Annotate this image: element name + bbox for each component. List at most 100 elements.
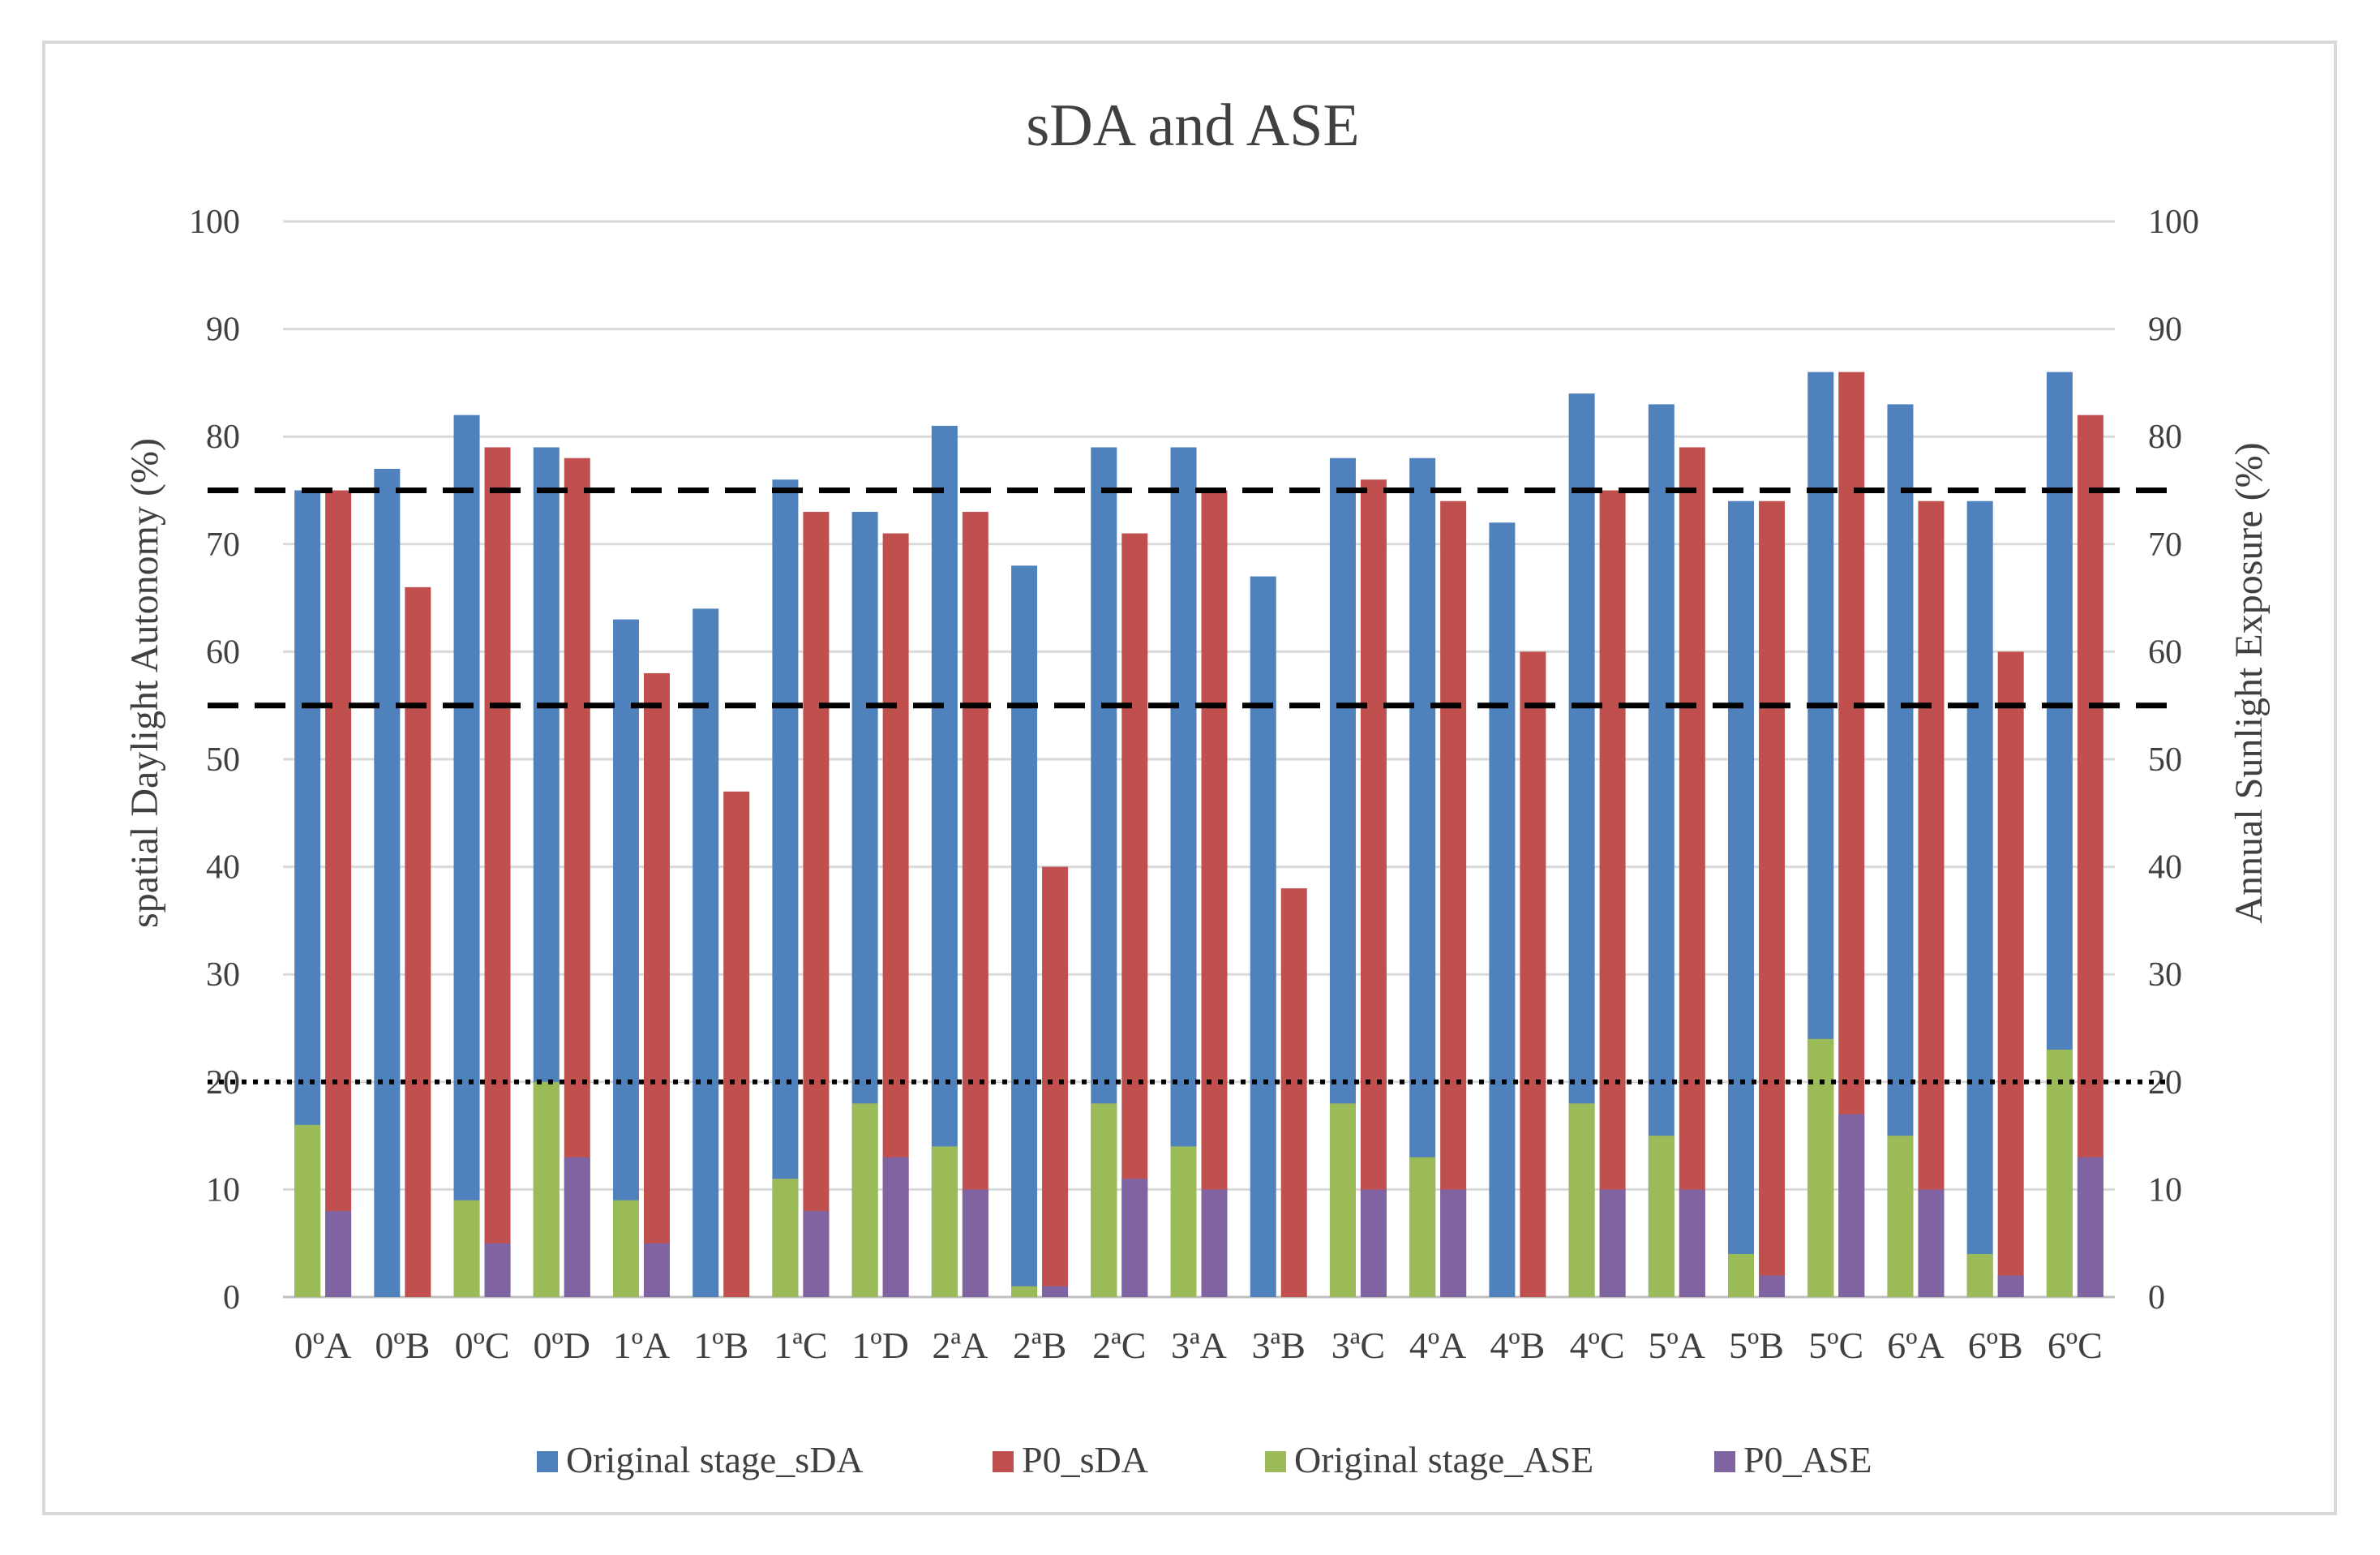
bar-p0-sda-6 xyxy=(803,512,830,1297)
y-tick-label-left: 80 xyxy=(206,419,240,456)
x-tick-label: 1ªC xyxy=(774,1325,827,1366)
bar-original-stage-sda-18 xyxy=(1728,500,1755,1297)
x-tick-label: 4ºB xyxy=(1490,1325,1545,1366)
y-axis-title-right: Annual Sunlight Exposure (%) xyxy=(2228,442,2271,923)
bar-p0-sda-1 xyxy=(405,586,431,1297)
bar-p0-sda-10 xyxy=(1121,533,1148,1297)
bar-p0-sda-2 xyxy=(484,447,511,1297)
bar-original-stage-sda-4 xyxy=(612,619,639,1297)
bar-original-stage-sda-5 xyxy=(693,608,719,1297)
bar-original-stage-ase-8 xyxy=(931,1146,958,1297)
x-tick-label: 3ªA xyxy=(1171,1325,1227,1366)
bar-p0-sda-21 xyxy=(1997,651,2024,1297)
bar-p0-sda-14 xyxy=(1440,500,1467,1297)
bar-original-stage-ase-20 xyxy=(1887,1136,1914,1297)
bar-original-stage-ase-14 xyxy=(1409,1157,1436,1297)
bar-p0-sda-0 xyxy=(325,490,352,1297)
x-tick-label: 0ºD xyxy=(534,1325,590,1366)
bar-p0-sda-11 xyxy=(1201,490,1228,1297)
bar-original-stage-sda-12 xyxy=(1250,576,1276,1297)
y-tick-label-left: 100 xyxy=(189,204,240,241)
legend-label: Original stage_sDA xyxy=(566,1439,864,1480)
x-tick-label: 0ºA xyxy=(294,1325,351,1366)
x-tick-label: 6ºB xyxy=(1968,1325,2023,1366)
bar-original-stage-sda-2 xyxy=(453,415,480,1298)
bar-p0-sda-4 xyxy=(643,672,670,1297)
legend-swatch xyxy=(1265,1451,1286,1472)
bar-p0-ase-2 xyxy=(484,1243,511,1297)
bar-p0-ase-13 xyxy=(1360,1189,1387,1297)
legend-swatch xyxy=(993,1451,1014,1472)
bar-p0-ase-6 xyxy=(803,1210,830,1297)
y-tick-label-right: 80 xyxy=(2148,419,2182,456)
y-tick-label-right: 90 xyxy=(2148,311,2182,349)
legend-swatch xyxy=(537,1451,558,1472)
y-tick-label-right: 50 xyxy=(2148,741,2182,779)
bar-original-stage-ase-2 xyxy=(453,1200,480,1297)
bar-original-stage-ase-3 xyxy=(533,1081,560,1297)
bar-p0-sda-20 xyxy=(1918,500,1945,1297)
y-tick-label-right: 40 xyxy=(2148,849,2182,887)
y-tick-label-left: 40 xyxy=(206,849,240,887)
chart-title: sDA and ASE xyxy=(1026,92,1359,159)
bar-p0-sda-8 xyxy=(962,512,988,1297)
y-axis-title-left: spatial Daylight Autonomy (%) xyxy=(123,438,166,928)
bar-original-stage-sda-21 xyxy=(1966,500,1993,1297)
x-tick-label: 0ºB xyxy=(375,1325,430,1366)
bar-original-stage-ase-17 xyxy=(1648,1136,1675,1297)
bar-original-stage-ase-0 xyxy=(294,1124,321,1297)
bar-original-stage-ase-11 xyxy=(1170,1146,1197,1297)
bar-original-stage-ase-22 xyxy=(2046,1050,2073,1297)
legend: Original stage_sDA P0_sDA Original stage_A… xyxy=(537,1439,1872,1480)
bar-original-stage-ase-4 xyxy=(612,1200,639,1297)
bar-original-stage-ase-19 xyxy=(1808,1038,1834,1297)
bar-p0-sda-12 xyxy=(1280,888,1307,1297)
chart-frame: sDA and ASE 0 10 20 30 40 50 60 70 80 90 100 0 10 20… xyxy=(42,41,2337,1515)
bar-p0-ase-0 xyxy=(325,1210,352,1297)
bar-original-stage-sda-9 xyxy=(1011,565,1038,1297)
y-tick-label-right: 30 xyxy=(2148,956,2182,994)
bar-p0-sda-5 xyxy=(723,791,750,1297)
x-tick-label: 5ºA xyxy=(1649,1325,1705,1366)
legend-label: Original stage_ASE xyxy=(1294,1439,1593,1480)
legend-label: P0_ASE xyxy=(1743,1439,1872,1480)
x-tick-label: 1ºB xyxy=(693,1325,748,1366)
y-tick-label-left: 30 xyxy=(206,956,240,994)
x-tick-label: 4ºC xyxy=(1570,1325,1625,1366)
bar-p0-ase-20 xyxy=(1918,1189,1945,1297)
bar-p0-ase-14 xyxy=(1440,1189,1467,1297)
bar-original-stage-ase-6 xyxy=(772,1179,799,1297)
y-tick-label-right: 60 xyxy=(2148,634,2182,671)
x-tick-label: 3ªB xyxy=(1252,1325,1306,1366)
x-tick-label: 2ªB xyxy=(1013,1325,1066,1366)
bar-original-stage-ase-7 xyxy=(851,1103,878,1297)
y-tick-label-left: 60 xyxy=(206,634,240,671)
bar-original-stage-ase-18 xyxy=(1728,1253,1755,1297)
bar-p0-ase-4 xyxy=(643,1243,670,1297)
bar-p0-ase-18 xyxy=(1759,1275,1786,1297)
legend-label: P0_sDA xyxy=(1022,1439,1148,1480)
bar-original-stage-ase-10 xyxy=(1091,1103,1117,1297)
x-tick-label: 5ºC xyxy=(1808,1325,1863,1366)
bar-p0-ase-21 xyxy=(1997,1275,2024,1297)
bar-p0-sda-17 xyxy=(1679,447,1705,1297)
y-tick-label-left: 90 xyxy=(206,311,240,349)
y-tick-label-left: 70 xyxy=(206,526,240,564)
x-tick-label: 2ªC xyxy=(1092,1325,1146,1366)
bar-p0-ase-22 xyxy=(2077,1157,2103,1297)
x-tick-label: 0ºC xyxy=(455,1325,510,1366)
y-tick-label-left: 50 xyxy=(206,741,240,779)
bar-original-stage-sda-6 xyxy=(772,479,799,1297)
bar-p0-ase-17 xyxy=(1679,1189,1705,1297)
bar-p0-sda-15 xyxy=(1520,651,1546,1297)
bar-p0-ase-16 xyxy=(1599,1189,1626,1297)
bar-original-stage-sda-15 xyxy=(1489,522,1516,1297)
bar-p0-ase-11 xyxy=(1201,1189,1228,1297)
x-tick-label: 4ºA xyxy=(1409,1325,1466,1366)
bar-p0-ase-10 xyxy=(1121,1179,1148,1297)
bar-p0-ase-9 xyxy=(1042,1286,1069,1297)
bar-p0-ase-7 xyxy=(882,1157,909,1297)
bar-p0-sda-13 xyxy=(1360,479,1387,1297)
bar-p0-sda-18 xyxy=(1759,500,1786,1297)
x-tick-label: 3ªC xyxy=(1332,1325,1385,1366)
